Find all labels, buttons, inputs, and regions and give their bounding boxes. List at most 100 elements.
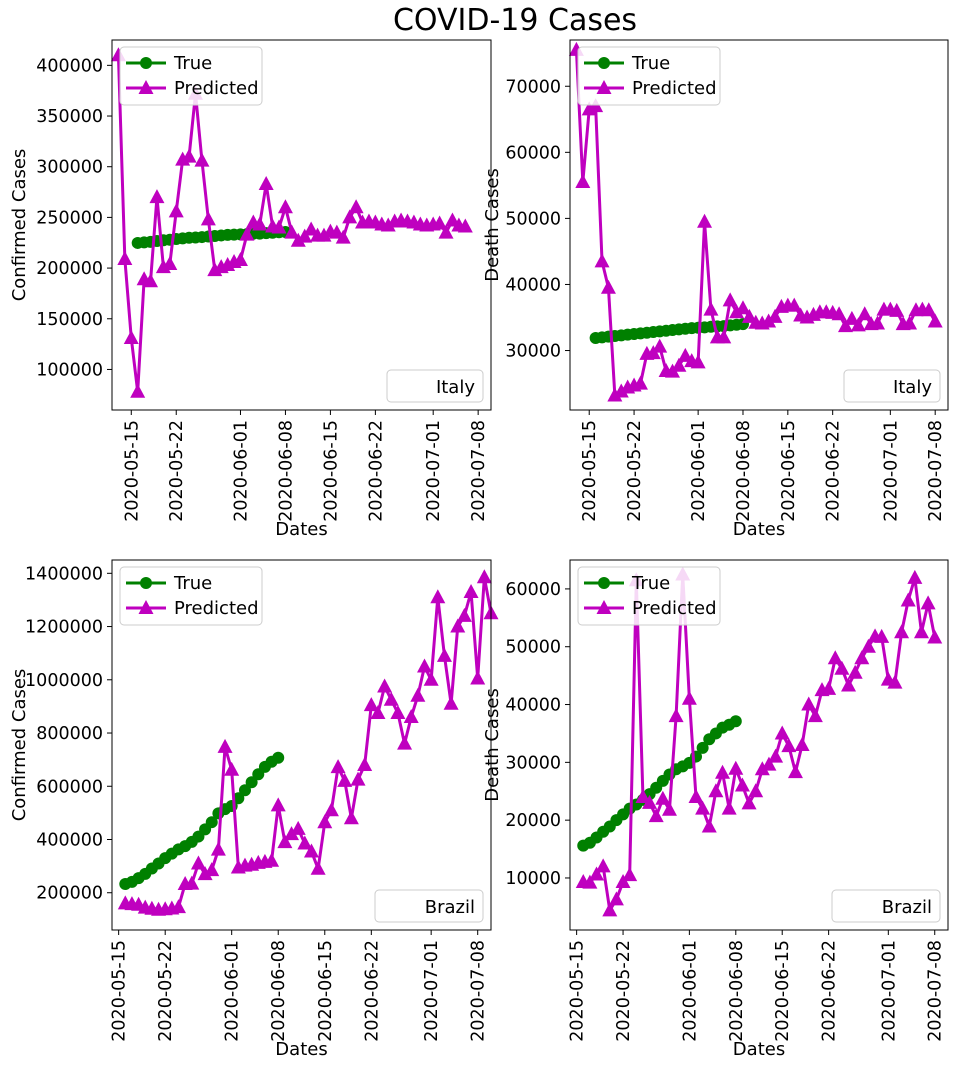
location-box: [831, 889, 941, 923]
data-point: [741, 308, 757, 323]
data-point: [284, 826, 300, 841]
data-point: [907, 569, 923, 584]
data-point: [252, 216, 268, 231]
series-predicted: [117, 569, 499, 916]
data-point: [343, 810, 359, 825]
data-point: [754, 761, 770, 776]
data-point: [184, 875, 200, 890]
data-point: [277, 199, 293, 214]
legend: True Predicted: [119, 46, 263, 106]
y-tick-label: 150000: [36, 310, 103, 330]
data-point: [913, 624, 929, 639]
data-point: [655, 790, 671, 805]
data-point: [323, 802, 339, 817]
data-point: [696, 741, 709, 754]
y-tick-label: 200000: [36, 259, 103, 279]
y-tick-label: 400000: [36, 830, 103, 850]
data-point: [397, 735, 413, 750]
data-point: [920, 595, 936, 610]
y-tick-label: 70000: [505, 77, 561, 97]
data-point: [217, 738, 233, 753]
data-point: [735, 300, 751, 315]
y-axis-label: Confirmed Cases: [9, 149, 30, 302]
series-predicted: [575, 566, 943, 917]
location-label-box: Italy: [386, 369, 484, 403]
data-point: [681, 690, 697, 705]
data-point: [239, 226, 255, 241]
x-tick-label: 2020-05-15: [122, 420, 142, 522]
legend: True Predicted: [577, 566, 721, 626]
data-point: [370, 705, 386, 720]
x-tick-label: 2020-06-01: [231, 420, 251, 522]
y-tick-label: 1200000: [25, 618, 103, 638]
data-point: [767, 308, 783, 323]
data-point: [436, 647, 452, 662]
legend-marker-predicted: [138, 600, 154, 614]
data-point: [894, 624, 910, 639]
data-point: [224, 761, 240, 776]
data-point: [594, 253, 610, 268]
data-point: [245, 776, 258, 789]
data-point: [801, 696, 817, 711]
data-point: [652, 338, 668, 353]
data-point: [149, 189, 165, 204]
data-point: [608, 891, 624, 906]
x-tick-label: 2020-07-01: [424, 420, 444, 522]
data-point: [668, 708, 684, 723]
data-point: [443, 695, 459, 710]
legend-marker-true: [140, 57, 152, 69]
x-tick-label: 2020-06-15: [321, 420, 341, 522]
data-point: [270, 797, 286, 812]
data-point: [844, 310, 860, 325]
data-point: [722, 292, 738, 307]
data-point: [438, 224, 454, 239]
y-axis-label: Death Cases: [482, 168, 503, 282]
data-point: [470, 670, 486, 685]
data-point: [695, 800, 711, 815]
data-point: [889, 302, 905, 317]
data-point: [450, 618, 466, 633]
location-label: Brazil: [882, 897, 932, 918]
data-point: [642, 794, 658, 809]
data-point: [232, 251, 248, 266]
x-tick-label: 2020-05-22: [167, 420, 187, 522]
data-point: [622, 867, 638, 882]
location-label: Italy: [893, 377, 932, 398]
data-point: [874, 628, 890, 643]
y-tick-label: 30000: [505, 342, 561, 362]
data-point: [715, 764, 731, 779]
data-point: [734, 777, 750, 792]
data-point: [380, 217, 396, 232]
data-point: [721, 800, 737, 815]
data-point: [575, 174, 591, 189]
x-tick-label: 2020-05-15: [568, 940, 588, 1042]
data-point: [748, 783, 764, 798]
location-label: Italy: [436, 377, 475, 398]
data-point: [403, 709, 419, 724]
data-point: [870, 315, 886, 330]
data-point: [927, 629, 943, 644]
y-tick-label: 350000: [36, 107, 103, 127]
data-point: [648, 808, 664, 823]
data-point: [837, 318, 853, 333]
x-tick-label: 2020-06-22: [366, 420, 386, 522]
series-true: [577, 715, 742, 852]
y-tick-label: 60000: [505, 580, 561, 600]
figure-title: COVID-19 Cases: [393, 3, 637, 38]
data-point: [232, 792, 245, 805]
x-tick-label: 2020-05-15: [580, 420, 600, 522]
y-tick-label: 1400000: [25, 564, 103, 584]
data-point: [716, 329, 732, 344]
x-tick-label: 2020-07-08: [926, 420, 946, 522]
data-point: [476, 569, 492, 584]
data-point: [197, 866, 213, 881]
data-point: [708, 783, 724, 798]
x-tick-label: 2020-07-08: [469, 940, 489, 1042]
x-tick-label: 2020-05-15: [110, 940, 130, 1042]
legend: True Predicted: [577, 46, 721, 106]
data-point: [432, 215, 448, 230]
data-point: [123, 330, 139, 345]
data-point: [671, 357, 687, 372]
y-tick-label: 800000: [36, 724, 103, 744]
